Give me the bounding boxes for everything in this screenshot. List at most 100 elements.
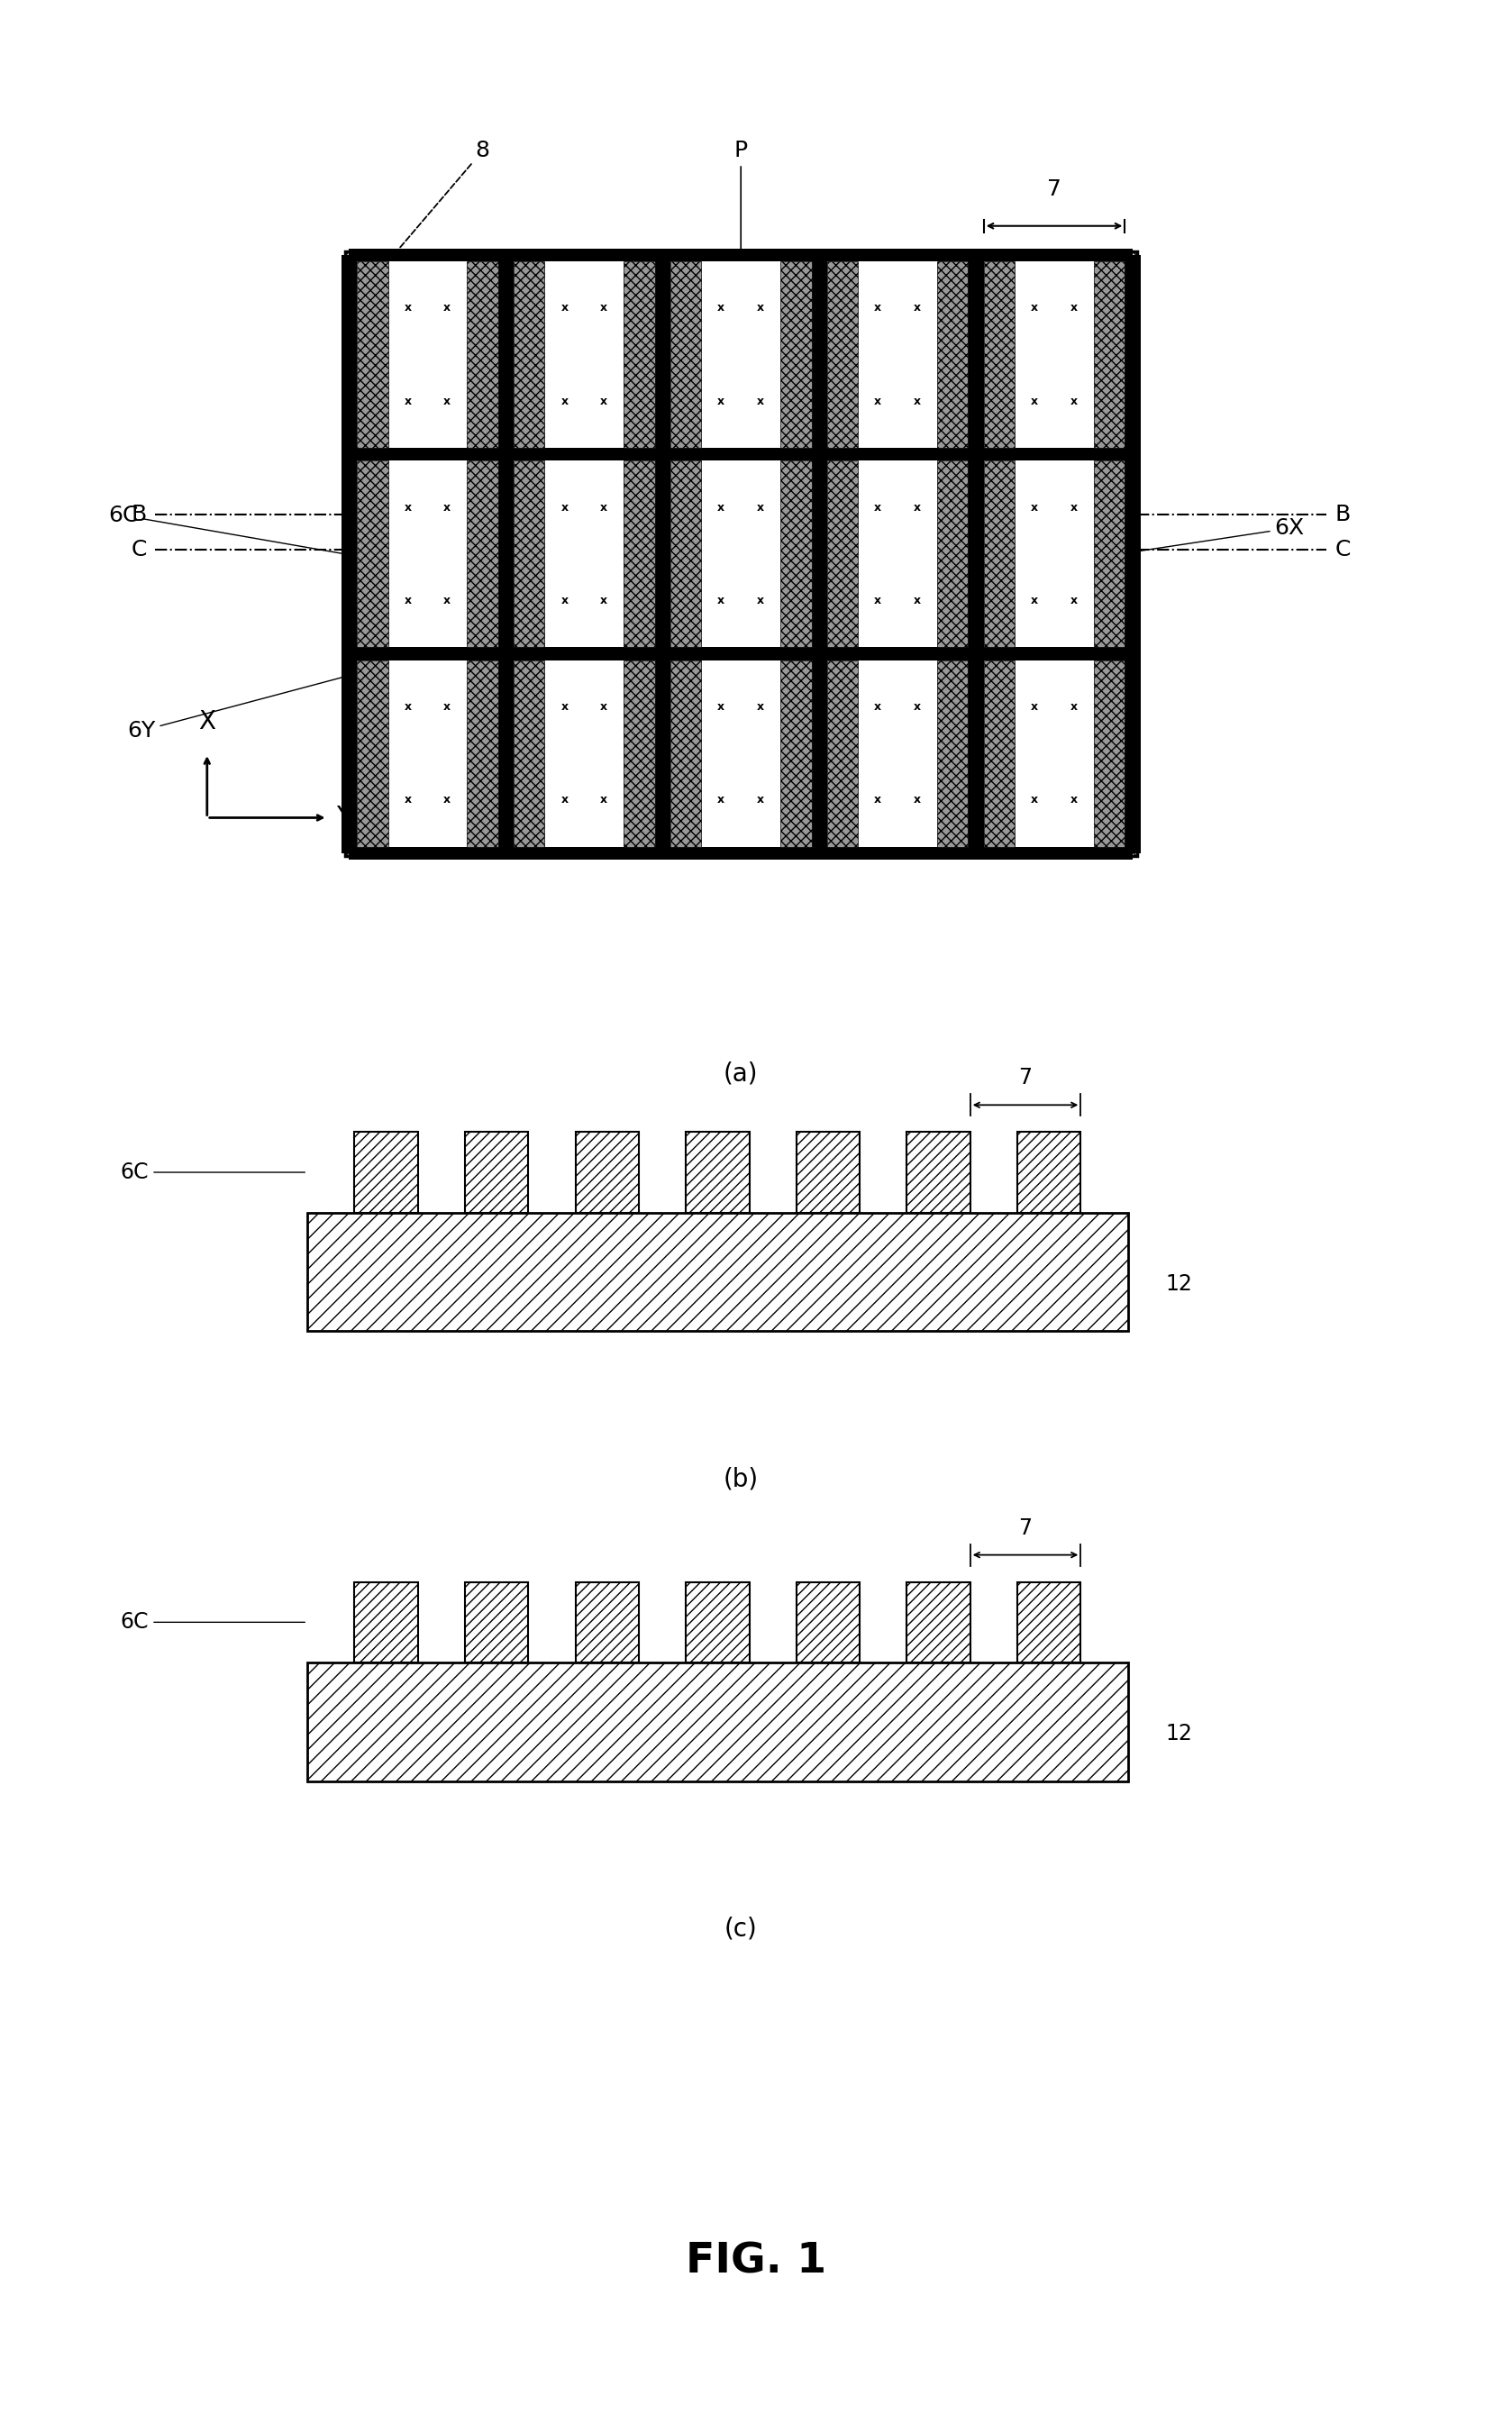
- Text: x: x: [913, 700, 921, 713]
- Bar: [827, 460, 968, 647]
- Bar: [686, 1131, 750, 1214]
- Text: 6Y: 6Y: [127, 654, 428, 742]
- Bar: [984, 659, 1015, 846]
- Bar: [984, 260, 1015, 447]
- Bar: [984, 460, 1125, 647]
- Bar: [466, 1581, 528, 1663]
- Text: x: x: [913, 302, 921, 314]
- Text: (c): (c): [724, 1916, 758, 1941]
- Text: x: x: [443, 396, 451, 406]
- Bar: [984, 659, 1125, 846]
- Bar: [349, 647, 1132, 659]
- Text: x: x: [913, 795, 921, 805]
- Text: x: x: [874, 501, 881, 513]
- Text: B: B: [132, 503, 147, 525]
- Text: 7: 7: [1019, 1068, 1033, 1090]
- Bar: [624, 460, 655, 647]
- Bar: [780, 460, 812, 647]
- Text: x: x: [874, 795, 881, 805]
- Bar: [797, 1131, 860, 1214]
- Text: x: x: [913, 501, 921, 513]
- Text: x: x: [600, 700, 608, 713]
- Text: x: x: [1070, 396, 1078, 406]
- Bar: [827, 659, 968, 846]
- Bar: [357, 659, 389, 846]
- Bar: [467, 659, 497, 846]
- Text: x: x: [1070, 596, 1078, 606]
- Text: (a): (a): [724, 1060, 758, 1087]
- Text: x: x: [1031, 302, 1039, 314]
- Text: x: x: [404, 302, 411, 314]
- Bar: [576, 1581, 638, 1663]
- Bar: [670, 659, 812, 846]
- Text: x: x: [600, 596, 608, 606]
- Text: x: x: [443, 302, 451, 314]
- Bar: [780, 260, 812, 447]
- Bar: [907, 1131, 971, 1214]
- Bar: [307, 1214, 1128, 1330]
- Text: x: x: [404, 795, 411, 805]
- Bar: [357, 659, 497, 846]
- Text: 12: 12: [1166, 1722, 1191, 1744]
- Text: x: x: [718, 596, 724, 606]
- Bar: [937, 260, 968, 447]
- Bar: [357, 260, 497, 447]
- Text: x: x: [718, 501, 724, 513]
- Text: x: x: [874, 396, 881, 406]
- Bar: [345, 250, 1137, 856]
- Bar: [1093, 460, 1125, 647]
- Text: x: x: [913, 596, 921, 606]
- Bar: [797, 1581, 860, 1663]
- Bar: [576, 1131, 638, 1214]
- Text: x: x: [758, 501, 764, 513]
- Bar: [467, 260, 497, 447]
- Bar: [514, 659, 655, 846]
- Text: 6X: 6X: [1122, 518, 1305, 554]
- Bar: [349, 846, 1132, 858]
- Bar: [670, 659, 702, 846]
- Text: x: x: [758, 396, 764, 406]
- Bar: [827, 460, 857, 647]
- Text: x: x: [561, 396, 569, 406]
- Bar: [827, 659, 857, 846]
- Text: x: x: [1031, 795, 1039, 805]
- Text: x: x: [718, 795, 724, 805]
- Text: x: x: [758, 302, 764, 314]
- Text: 6C: 6C: [121, 1162, 305, 1182]
- Bar: [827, 260, 968, 447]
- Bar: [937, 460, 968, 647]
- Bar: [514, 460, 544, 647]
- Bar: [670, 260, 812, 447]
- Bar: [686, 1581, 750, 1663]
- Bar: [514, 659, 544, 846]
- Text: x: x: [1070, 501, 1078, 513]
- Bar: [984, 460, 1015, 647]
- Text: x: x: [1070, 302, 1078, 314]
- Bar: [812, 255, 827, 854]
- Text: 7: 7: [1019, 1518, 1033, 1539]
- Text: x: x: [443, 795, 451, 805]
- Bar: [968, 255, 984, 854]
- Bar: [1125, 255, 1140, 854]
- Text: x: x: [404, 700, 411, 713]
- Text: 12: 12: [1166, 1272, 1191, 1294]
- Bar: [1018, 1581, 1081, 1663]
- Bar: [342, 255, 357, 854]
- Bar: [937, 659, 968, 846]
- Text: x: x: [561, 302, 569, 314]
- Text: C: C: [132, 537, 147, 559]
- Text: x: x: [561, 501, 569, 513]
- Bar: [514, 260, 655, 447]
- Text: x: x: [443, 700, 451, 713]
- Bar: [1093, 659, 1125, 846]
- Bar: [1018, 1131, 1081, 1214]
- Text: x: x: [404, 501, 411, 513]
- Text: x: x: [561, 795, 569, 805]
- Text: x: x: [600, 795, 608, 805]
- Bar: [466, 1131, 528, 1214]
- Text: x: x: [718, 302, 724, 314]
- Bar: [357, 460, 497, 647]
- Text: x: x: [561, 700, 569, 713]
- Text: x: x: [1031, 501, 1039, 513]
- Text: x: x: [758, 795, 764, 805]
